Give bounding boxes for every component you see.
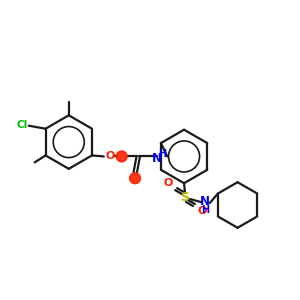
- Text: O: O: [197, 206, 207, 216]
- Circle shape: [130, 173, 140, 184]
- Text: Cl: Cl: [16, 120, 27, 130]
- Text: O: O: [164, 178, 173, 188]
- Circle shape: [116, 151, 127, 162]
- Text: O: O: [105, 152, 114, 161]
- Text: N: N: [200, 194, 210, 208]
- Text: H: H: [158, 149, 166, 160]
- Text: N: N: [152, 152, 162, 165]
- Text: H: H: [201, 205, 209, 215]
- Text: S: S: [181, 190, 190, 204]
